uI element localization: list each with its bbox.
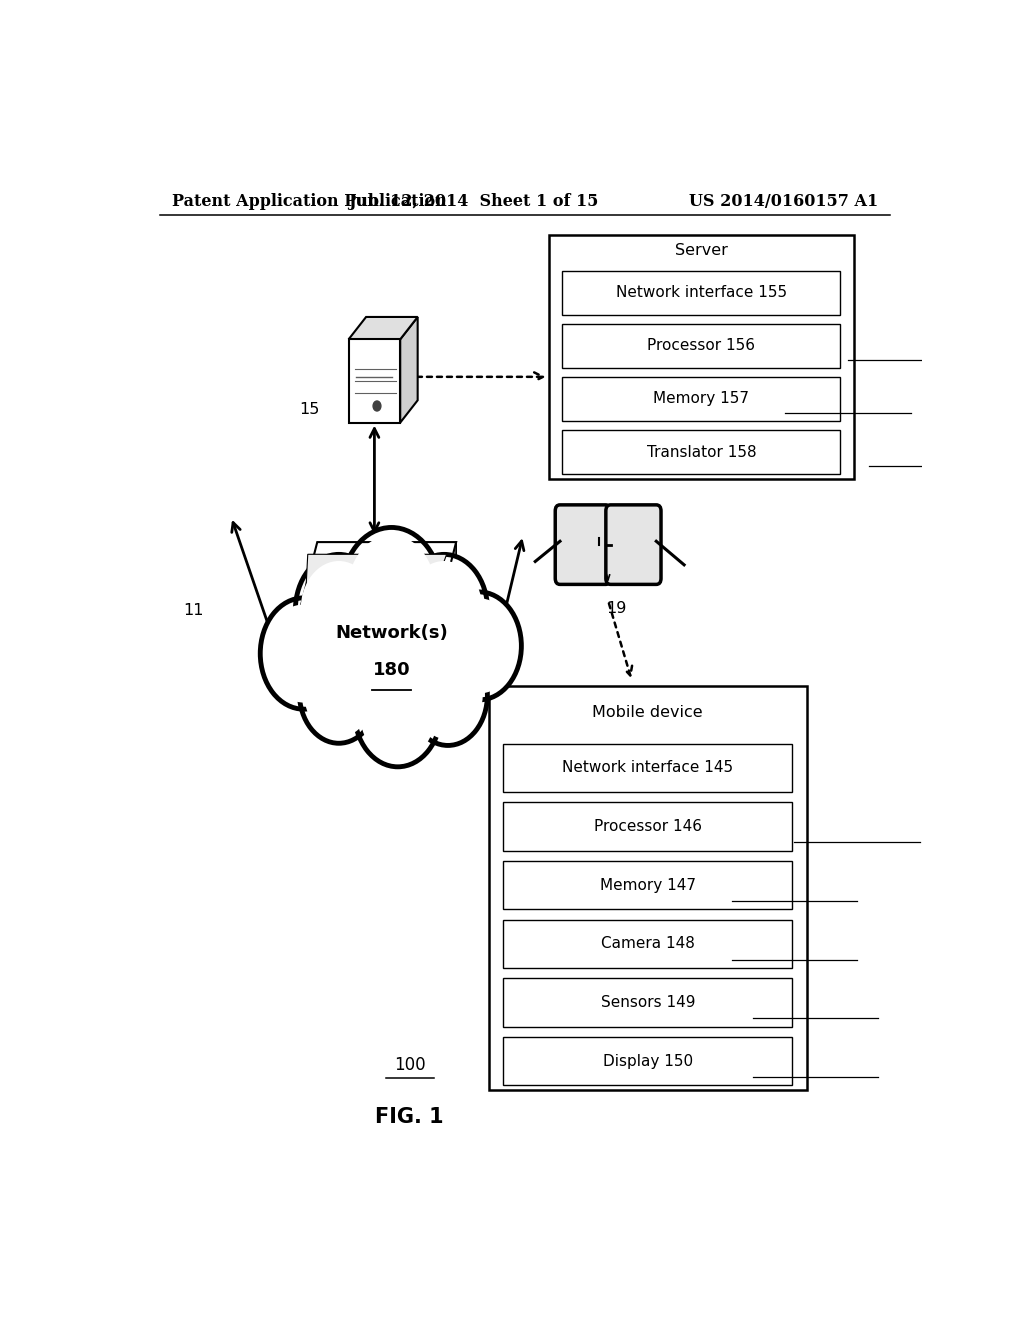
FancyBboxPatch shape <box>504 920 793 968</box>
Ellipse shape <box>400 554 487 665</box>
Text: Server: Server <box>675 243 728 257</box>
Polygon shape <box>304 554 446 616</box>
Ellipse shape <box>354 656 441 767</box>
Polygon shape <box>295 543 456 628</box>
Text: Network(s): Network(s) <box>335 624 447 642</box>
Ellipse shape <box>260 598 347 709</box>
Text: Memory 147: Memory 147 <box>600 878 696 892</box>
Text: Network interface 155: Network interface 155 <box>615 285 786 301</box>
Text: 19: 19 <box>606 601 627 616</box>
Ellipse shape <box>442 598 516 693</box>
Ellipse shape <box>316 586 467 717</box>
FancyBboxPatch shape <box>562 271 841 314</box>
Text: 15: 15 <box>299 403 319 417</box>
FancyBboxPatch shape <box>549 235 854 479</box>
Ellipse shape <box>413 651 482 739</box>
Text: Display 150: Display 150 <box>603 1053 693 1069</box>
FancyBboxPatch shape <box>562 378 841 421</box>
Text: Sensors 149: Sensors 149 <box>600 995 695 1010</box>
Ellipse shape <box>341 528 441 656</box>
Ellipse shape <box>347 535 435 648</box>
Ellipse shape <box>359 663 436 760</box>
Text: US 2014/0160157 A1: US 2014/0160157 A1 <box>689 193 878 210</box>
FancyBboxPatch shape <box>555 504 610 585</box>
Text: Translator 158: Translator 158 <box>646 445 756 459</box>
FancyBboxPatch shape <box>562 325 841 368</box>
Ellipse shape <box>299 642 378 743</box>
Text: Processor 156: Processor 156 <box>647 338 756 354</box>
FancyBboxPatch shape <box>562 430 841 474</box>
Circle shape <box>373 401 381 411</box>
Text: FIG. 1: FIG. 1 <box>376 1107 444 1127</box>
Ellipse shape <box>409 644 487 746</box>
Polygon shape <box>400 317 418 422</box>
Ellipse shape <box>295 554 382 665</box>
Ellipse shape <box>304 648 374 738</box>
Text: 180: 180 <box>373 660 411 678</box>
Text: Mobile device: Mobile device <box>593 705 703 719</box>
Text: 12: 12 <box>328 632 348 647</box>
Text: Camera 148: Camera 148 <box>601 936 694 952</box>
Text: Jun. 12, 2014  Sheet 1 of 15: Jun. 12, 2014 Sheet 1 of 15 <box>348 193 598 210</box>
Polygon shape <box>434 543 456 647</box>
Polygon shape <box>295 628 456 647</box>
FancyBboxPatch shape <box>606 504 662 585</box>
Ellipse shape <box>406 561 482 659</box>
FancyBboxPatch shape <box>504 978 793 1027</box>
Text: Network interface 145: Network interface 145 <box>562 760 733 775</box>
Polygon shape <box>348 339 400 422</box>
Ellipse shape <box>265 605 342 702</box>
Ellipse shape <box>323 591 461 711</box>
FancyBboxPatch shape <box>504 743 793 792</box>
Text: Patent Application Publication: Patent Application Publication <box>172 193 446 210</box>
Text: 11: 11 <box>183 603 204 618</box>
FancyBboxPatch shape <box>504 803 793 850</box>
FancyBboxPatch shape <box>504 861 793 909</box>
FancyBboxPatch shape <box>489 686 807 1090</box>
FancyBboxPatch shape <box>504 1038 793 1085</box>
Text: 100: 100 <box>394 1056 426 1074</box>
Ellipse shape <box>300 561 377 659</box>
Text: Processor 146: Processor 146 <box>594 818 701 834</box>
Text: Memory 157: Memory 157 <box>653 392 750 407</box>
Ellipse shape <box>437 591 521 700</box>
Polygon shape <box>348 317 418 339</box>
